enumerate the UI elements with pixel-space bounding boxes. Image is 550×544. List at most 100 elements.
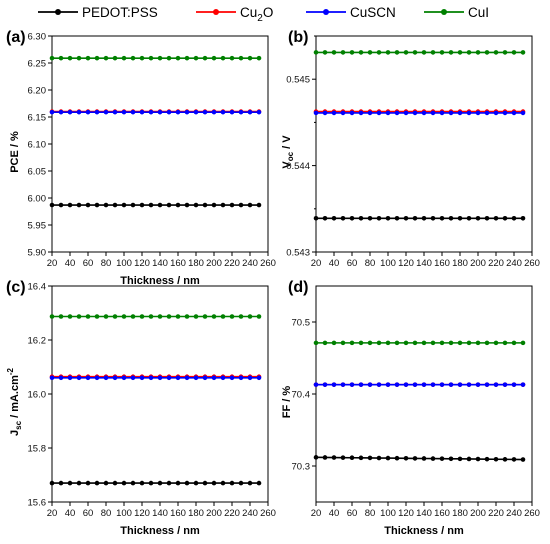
data-point: [67, 480, 73, 486]
x-tick-label: 60: [347, 508, 358, 519]
data-point: [139, 109, 145, 115]
series-cui: [313, 50, 526, 55]
data-point: [439, 340, 445, 346]
data-point: [475, 216, 481, 221]
data-point: [484, 382, 490, 387]
y-tick-label: 0.544: [286, 161, 310, 172]
series-pedotpss: [49, 202, 262, 208]
data-point: [85, 314, 91, 319]
y-tick-label: 6.05: [28, 167, 47, 178]
data-point: [58, 480, 64, 486]
x-tick-label: 180: [188, 258, 204, 269]
x-tick-label: 100: [380, 508, 396, 519]
data-point: [439, 216, 445, 221]
series-pedotpss: [49, 480, 262, 486]
panel-d: (d) 20 40 60 80 100 120 140 160 180 200 220 240 260 70…: [281, 279, 540, 537]
data-point: [76, 55, 82, 61]
x-tick-label: 100: [380, 258, 396, 269]
data-point: [58, 109, 64, 115]
data-point: [148, 55, 154, 61]
x-axis-label: Thickness / nm: [120, 525, 200, 537]
y-tick-label: 6.30: [28, 32, 47, 43]
data-point: [475, 340, 481, 346]
x-tick-label: 260: [260, 258, 276, 269]
data-point: [85, 202, 91, 208]
data-point: [256, 480, 262, 486]
data-point: [211, 109, 217, 115]
data-point: [67, 314, 73, 319]
x-tick-label: 160: [434, 258, 450, 269]
legend-marker: [55, 9, 61, 15]
y-axis-label-rest: / V: [281, 135, 293, 152]
data-point: [49, 314, 55, 319]
y-tick-label: 15.8: [28, 444, 47, 455]
data-point: [211, 202, 217, 208]
data-point: [67, 375, 73, 381]
x-tick-label: 240: [506, 258, 522, 269]
data-point: [220, 375, 226, 381]
data-point: [121, 202, 127, 208]
data-point: [211, 375, 217, 381]
data-point: [367, 110, 373, 116]
x-tick-label: 20: [47, 508, 58, 519]
data-point: [220, 55, 226, 61]
data-point: [85, 109, 91, 115]
data-point: [493, 110, 499, 116]
data-point: [247, 375, 253, 381]
data-point: [358, 216, 364, 221]
data-point: [421, 382, 427, 387]
data-point: [139, 375, 145, 381]
data-point: [403, 110, 409, 116]
data-point: [85, 480, 91, 486]
data-point: [457, 50, 463, 55]
data-point: [403, 382, 409, 387]
y-tick-label: 16.0: [28, 390, 47, 401]
data-point: [202, 109, 208, 115]
data-point: [49, 109, 55, 115]
data-point: [130, 375, 136, 381]
data-point: [175, 109, 181, 115]
data-point: [202, 314, 208, 319]
subscript: oc: [286, 151, 295, 161]
data-point: [349, 110, 355, 116]
data-point: [385, 382, 391, 387]
legend-label-rest: O: [263, 5, 274, 20]
legend-label: CuSCN: [350, 5, 396, 20]
x-tick-label: 120: [398, 508, 414, 519]
data-point: [502, 110, 508, 116]
panel-label: (b): [288, 29, 308, 46]
subscript: sc: [14, 420, 23, 429]
data-point: [484, 456, 490, 462]
data-point: [340, 455, 346, 460]
data-point: [58, 55, 64, 61]
data-point: [475, 382, 481, 387]
data-point: [247, 314, 253, 319]
data-point: [166, 375, 172, 381]
data-point: [376, 455, 382, 461]
x-tick-label: 80: [101, 508, 112, 519]
data-point: [367, 455, 373, 461]
data-point: [484, 110, 490, 116]
data-point: [58, 202, 64, 208]
x-tick-label: 180: [452, 508, 468, 519]
data-point: [385, 455, 391, 461]
data-point: [313, 455, 319, 460]
data-point: [184, 109, 190, 115]
data-point: [385, 340, 391, 346]
data-point: [130, 202, 136, 208]
x-tick-label: 100: [116, 508, 132, 519]
data-point: [403, 455, 409, 461]
data-point: [367, 382, 373, 387]
data-point: [502, 50, 508, 55]
x-tick-label: 260: [524, 258, 540, 269]
x-tick-label: 140: [416, 258, 432, 269]
data-point: [94, 375, 100, 381]
y-tick-label: 0.543: [286, 248, 310, 259]
data-point: [457, 110, 463, 116]
data-point: [157, 480, 163, 486]
data-point: [412, 382, 418, 387]
series-cuscn: [313, 110, 526, 116]
data-point: [175, 55, 181, 61]
data-point: [439, 382, 445, 387]
data-point: [157, 55, 163, 61]
